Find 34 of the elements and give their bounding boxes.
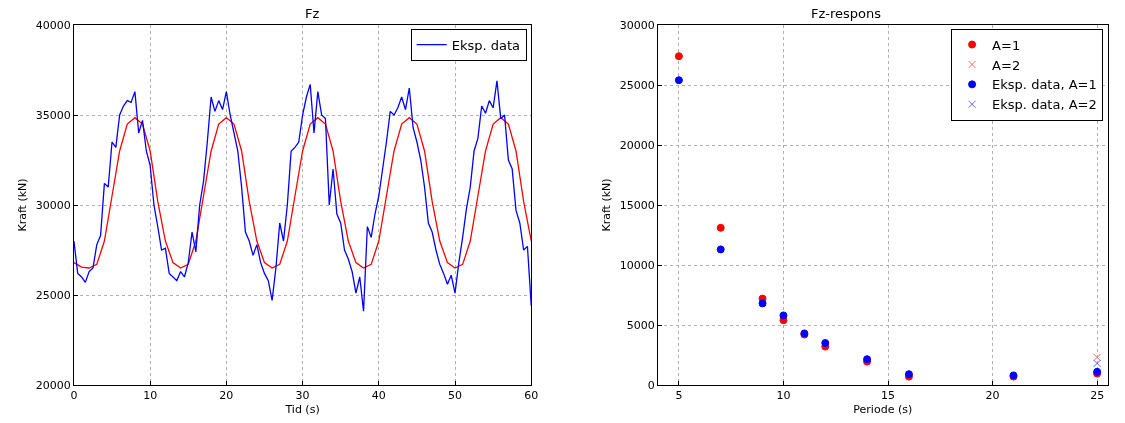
y-tick-label: 10000: [619, 258, 655, 272]
y-axis-title: Kraft (kN): [600, 178, 614, 232]
x-tick-label: 60: [524, 389, 539, 403]
y-axis-title: Kraft (kN): [16, 178, 30, 232]
legend-label: Eksp. data, A=2: [992, 97, 1097, 113]
x-axis-title: Tid (s): [284, 403, 320, 417]
y-tick-label: 30000: [619, 18, 655, 32]
chart-title: Fz-respons: [811, 6, 882, 21]
chart-title: Fz: [305, 6, 320, 21]
x-tick-label: 30: [295, 389, 310, 403]
legend-label: A=1: [992, 37, 1021, 53]
legend-label: Eksp. data: [451, 37, 520, 53]
legend-label: Eksp. data, A=1: [992, 77, 1097, 93]
y-tick-label: 30000: [35, 198, 71, 212]
x-tick-label: 25: [1090, 389, 1105, 403]
y-tick-label: 0: [647, 378, 655, 392]
y-tick-label: 15000: [619, 198, 655, 212]
x-tick-label: 10: [143, 389, 158, 403]
x-tick-label: 15: [881, 389, 896, 403]
y-tick-label: 5000: [626, 318, 655, 332]
x-axis-title: Periode (s): [853, 403, 913, 417]
y-tick-label: 20000: [619, 138, 655, 152]
legend-label: A=2: [992, 57, 1021, 73]
y-tick-label: 40000: [35, 18, 71, 32]
x-tick-label: 20: [219, 389, 234, 403]
x-tick-label: 50: [448, 389, 463, 403]
y-tick-label: 25000: [35, 288, 71, 302]
y-tick-label: 20000: [35, 378, 71, 392]
x-tick-label: 5: [675, 389, 683, 403]
x-tick-label: 10: [776, 389, 791, 403]
x-tick-label: 40: [371, 389, 386, 403]
y-tick-label: 25000: [619, 78, 655, 92]
y-tick-label: 35000: [35, 108, 71, 122]
x-tick-label: 20: [985, 389, 1000, 403]
